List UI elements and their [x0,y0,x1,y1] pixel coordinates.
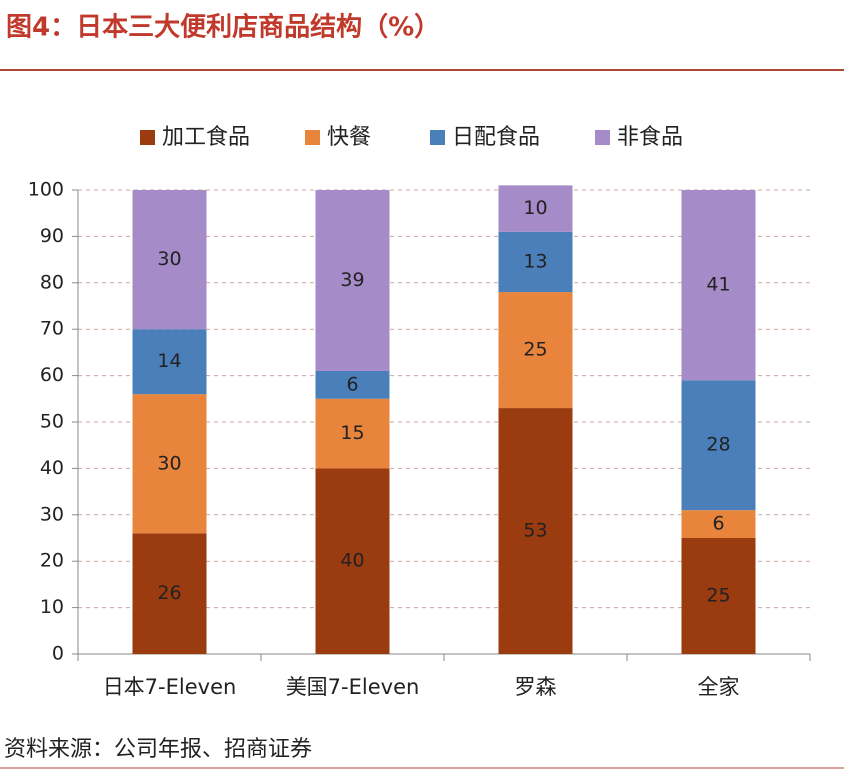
bar-segment [498,185,573,232]
legend-swatch [140,130,155,145]
chart-title: 图4：日本三大便利店商品结构（%） [6,12,440,43]
data-label: 41 [706,274,730,296]
y-tick-label: 90 [40,225,64,247]
x-tick-label: 罗森 [515,675,557,699]
y-tick-label: 20 [40,550,64,572]
data-label: 25 [706,585,730,607]
legend-label: 加工食品 [162,125,250,150]
y-tick-label: 50 [40,411,64,433]
bar-segment [132,533,207,654]
bar-segment [315,370,390,399]
bar-segment [681,538,756,654]
data-label: 40 [340,550,364,572]
y-tick-label: 80 [40,271,64,293]
data-label: 28 [706,434,730,456]
bar-segment [315,398,390,469]
x-tick-label: 美国7-Eleven [286,675,420,699]
bar-segment [132,190,207,330]
data-label: 39 [340,269,364,291]
bar-segment [132,329,207,395]
legend-label: 快餐 [327,125,371,150]
data-label: 6 [712,513,724,535]
data-label: 30 [157,248,181,270]
y-tick-label: 70 [40,318,64,340]
y-tick-label: 40 [40,457,64,479]
y-tick-label: 100 [28,179,64,201]
y-tick-label: 60 [40,364,64,386]
bar-segment [681,510,756,538]
bar-segment [681,380,756,511]
x-tick-label: 全家 [698,675,740,699]
bar-segment [498,408,573,654]
data-label: 13 [523,250,547,272]
bar-segment [315,190,390,371]
bar-segment [498,231,573,293]
legend-swatch [305,130,320,145]
data-label: 10 [523,197,547,219]
data-label: 30 [157,452,181,474]
x-tick-label: 日本7-Eleven [103,675,237,699]
data-label: 25 [523,339,547,361]
legend-label: 非食品 [617,125,683,150]
legend-label: 日配食品 [452,125,540,150]
y-tick-label: 10 [40,596,64,618]
data-label: 26 [157,582,181,604]
bar-segment [132,394,207,534]
y-tick-label: 30 [40,503,64,525]
bar-segment [498,292,573,409]
data-label: 14 [157,350,181,372]
source-note: 资料来源：公司年报、招商证券 [4,737,312,762]
data-label: 6 [346,373,358,395]
bar-segment [681,190,756,381]
data-label: 53 [523,520,547,542]
legend-swatch [595,130,610,145]
bar-segment [315,468,390,654]
legend-swatch [430,130,445,145]
data-label: 15 [340,422,364,444]
y-tick-label: 0 [52,643,64,665]
